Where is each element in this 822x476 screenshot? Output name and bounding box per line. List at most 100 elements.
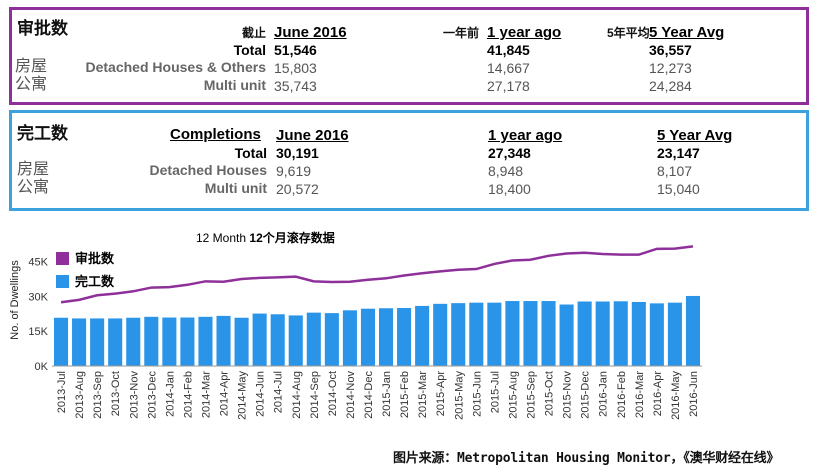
completions-bar: [270, 314, 285, 366]
completions-bar: [685, 295, 701, 366]
chart-title: 12 Month 12个月滚存数据: [196, 229, 335, 246]
completions-total-label: Total: [234, 145, 267, 161]
completions-bar: [667, 302, 682, 366]
y-tick-label: 45K: [28, 257, 48, 269]
completions-bar: [649, 303, 664, 366]
completions-houses-cn: 房屋: [17, 161, 50, 178]
approvals-title: 审批数: [17, 19, 68, 38]
completions-bar: [360, 308, 376, 366]
approvals-total-avg: 36,557: [649, 42, 692, 58]
completions-bar: [595, 301, 610, 366]
approvals-units-avg: 24,284: [649, 78, 692, 94]
x-tick-label: 2013-Oct: [110, 371, 122, 416]
completions-bar: [216, 315, 231, 366]
completions-bars: [53, 295, 701, 366]
completions-bar: [469, 302, 484, 366]
completions-total-avg: 23,147: [657, 145, 700, 161]
approvals-panel: 审批数 截止 June 2016 一年前 1 year ago 5年平均 5 Y…: [9, 7, 809, 105]
x-tick-label: 2013-Nov: [128, 371, 140, 419]
completions-houses-label: Detached Houses: [149, 162, 267, 178]
completions-bar: [162, 317, 177, 366]
x-tick-label: 2013-Dec: [146, 371, 158, 419]
completions-bar: [144, 316, 159, 366]
approvals-houses-current: 15,803: [274, 60, 317, 76]
x-tick-label: 2015-Oct: [544, 371, 556, 416]
completions-bar: [198, 316, 213, 366]
approvals-houses-cn: 房屋: [15, 58, 48, 75]
completions-bar: [631, 301, 646, 366]
y-axis-label: No. of Dwellings: [9, 260, 21, 340]
legend-item-completions: 完工数: [56, 271, 114, 290]
chart-axes: 0K 15K 30K 45K 2013-Jul 2013-Aug 2013-Sep 2013-…: [28, 257, 702, 420]
y-tick-label: 30K: [28, 291, 48, 303]
completions-bar: [324, 313, 339, 366]
completions-houses-current: 9,619: [276, 163, 312, 179]
chart-title-en: 12 Month: [196, 231, 247, 245]
completions-title: 完工数: [17, 124, 68, 143]
completions-bar: [53, 317, 69, 366]
completions-total-year-ago: 27,348: [488, 145, 531, 161]
source-text: Metropolitan Housing Monitor，《澳华财经在线》: [457, 451, 780, 466]
x-tick-label: 2014-Jun: [255, 371, 267, 417]
completions-houses-year-ago: 8,948: [488, 163, 524, 179]
x-tick-label: 2016-Feb: [616, 371, 628, 418]
x-tick-label: 2015-Apr: [435, 371, 447, 417]
legend-swatch-completions: [56, 275, 69, 288]
x-tick-label: 2013-Sep: [92, 371, 104, 419]
x-tick-label: 2014-Mar: [200, 371, 212, 418]
approvals-total-label: Total: [233, 42, 266, 58]
x-tick-label: 2015-Jan: [381, 371, 393, 417]
completions-avg-header: 5 Year Avg: [657, 127, 733, 144]
completions-bar: [397, 308, 412, 366]
x-tick-label: 2015-Jul: [489, 371, 501, 413]
completions-label-header: Completions: [170, 126, 261, 143]
completions-units-year-ago: 18,400: [488, 181, 531, 197]
completions-bar: [180, 317, 195, 366]
x-tick-label: 2015-May: [453, 371, 465, 420]
x-tick-label: 2015-Aug: [507, 371, 519, 419]
x-tick-label: 2013-Aug: [74, 371, 86, 419]
x-tick-label: 2013-Jul: [56, 371, 68, 413]
x-tick-label: 2014-Feb: [182, 371, 194, 418]
x-tick-label: 2016-Apr: [652, 371, 664, 417]
completions-bar: [90, 318, 105, 366]
completions-bar: [252, 313, 267, 366]
approvals-houses-label: Detached Houses & Others: [85, 59, 267, 75]
legend-label-approvals: 审批数: [75, 251, 115, 266]
approvals-total-current: 51,546: [274, 42, 317, 58]
x-tick-label: 2014-Aug: [291, 371, 303, 419]
completions-units-avg: 15,040: [657, 181, 700, 197]
completions-bar: [451, 303, 466, 366]
y-tick-label: 0K: [35, 361, 49, 373]
source-label: 图片来源：: [393, 451, 458, 466]
completions-bar: [378, 308, 394, 366]
completions-asof-header: June 2016: [276, 127, 349, 144]
completions-panel: 完工数 Completions June 2016 1 year ago 5 Y…: [9, 110, 809, 211]
x-tick-label: 2014-Sep: [309, 371, 321, 419]
completions-total-current: 30,191: [276, 145, 319, 161]
completions-bar: [108, 318, 123, 366]
legend-label-completions: 完工数: [75, 274, 115, 289]
approvals-year-ago-cn: 一年前: [443, 26, 480, 40]
y-tick-label: 15K: [28, 326, 48, 338]
x-tick-label: 2014-May: [237, 371, 249, 420]
completions-bar: [234, 317, 249, 366]
x-tick-label: 2015-Jun: [471, 371, 483, 417]
completions-houses-avg: 8,107: [657, 163, 693, 179]
chart-title-cn: 12个月滚存数据: [249, 231, 335, 245]
x-tick-label: 2015-Sep: [525, 371, 537, 419]
approvals-year-ago-header: 1 year ago: [487, 24, 562, 41]
x-tick-label: 2014-Dec: [363, 371, 375, 419]
completions-units-current: 20,572: [276, 181, 319, 197]
completions-bar: [487, 302, 502, 366]
approvals-avg-header: 5 Year Avg: [649, 24, 725, 41]
completions-bar: [72, 318, 87, 366]
x-tick-label: 2016-May: [670, 371, 682, 420]
approvals-units-current: 35,743: [274, 78, 317, 94]
completions-bar: [541, 301, 556, 366]
completions-bar: [288, 315, 303, 366]
source-credit: 图片来源：Metropolitan Housing Monitor，《澳华财经在…: [393, 447, 779, 466]
approvals-line: [60, 245, 694, 304]
completions-bar: [523, 301, 538, 366]
